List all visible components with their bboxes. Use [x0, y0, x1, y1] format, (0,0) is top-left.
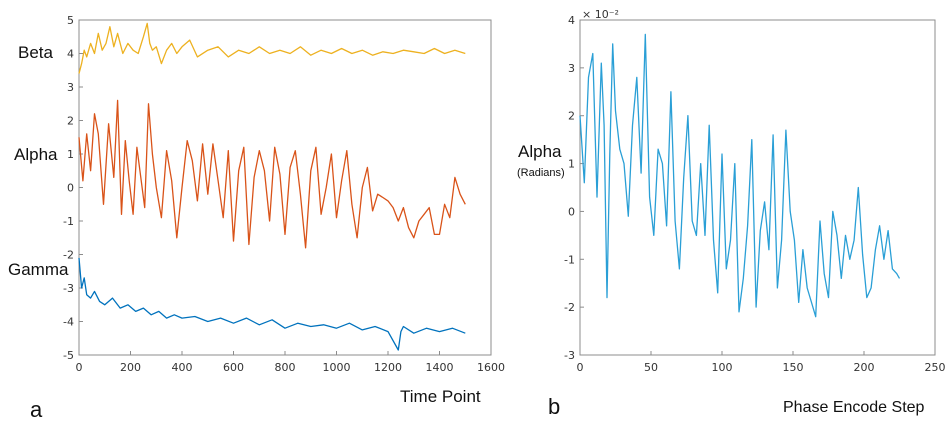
gamma-series-line [78, 257, 466, 351]
panel-b-x-ticks: 0 50 100 150 200 250 [577, 351, 946, 374]
beta-series-label: Beta [18, 43, 54, 62]
y-tick-label: 5 [67, 14, 74, 27]
y-tick-label: -3 [63, 282, 74, 295]
x-tick-label: 150 [783, 361, 804, 374]
y-tick-label: 1 [568, 158, 575, 171]
y-tick-label: -2 [564, 301, 575, 314]
panel-b-plot-area [579, 19, 936, 356]
panel-b-y-scale-factor: × 10⁻² [582, 8, 619, 21]
y-tick-label: 4 [568, 14, 575, 27]
panel-a-letter: a [30, 397, 43, 422]
y-tick-label: 3 [67, 81, 74, 94]
x-tick-label: 1400 [426, 361, 454, 374]
y-tick-label: 0 [67, 182, 74, 195]
panel-b-letter: b [548, 394, 560, 419]
panel-b-x-axis-title: Phase Encode Step [783, 399, 925, 416]
y-tick-label: 3 [568, 62, 575, 75]
panel-b-chart: 0 50 100 150 200 250 4 3 2 1 0 -1 -2 -3 × 10⁻² Alpha… [517, 8, 946, 419]
x-tick-label: 200 [120, 361, 141, 374]
x-tick-label: 50 [644, 361, 658, 374]
alpha-series-line [78, 99, 466, 249]
x-tick-label: 0 [577, 361, 584, 374]
y-tick-label: 4 [67, 48, 74, 61]
panel-a-series [78, 22, 466, 351]
x-tick-label: 400 [172, 361, 193, 374]
x-tick-label: 600 [223, 361, 244, 374]
panel-b-y-axis-subtitle: (Radians) [517, 167, 565, 179]
panel-b-y-ticks: 4 3 2 1 0 -1 -2 -3 [564, 14, 584, 362]
x-tick-label: 100 [712, 361, 733, 374]
y-tick-label: -2 [63, 249, 74, 262]
panel-b-y-axis-title: Alpha [518, 142, 562, 161]
x-tick-label: 1200 [374, 361, 402, 374]
y-tick-label: 1 [67, 148, 74, 161]
panel-b-series [579, 33, 901, 318]
y-tick-label: -5 [63, 349, 74, 362]
y-tick-label: -3 [564, 349, 575, 362]
beta-series-line [78, 22, 466, 74]
panel-a-plot-area [78, 19, 492, 356]
gamma-series-label: Gamma [8, 260, 69, 279]
y-tick-label: 0 [568, 205, 575, 218]
y-tick-label: -1 [63, 215, 74, 228]
x-tick-label: 1000 [323, 361, 351, 374]
alpha-series-label: Alpha [14, 145, 58, 164]
y-tick-label: -1 [564, 253, 575, 266]
panel-a-x-axis-title: Time Point [400, 387, 481, 406]
x-tick-label: 0 [76, 361, 83, 374]
panel-a-x-ticks: 0 200 400 600 800 1000 1200 1400 1600 [76, 351, 505, 374]
y-tick-label: -4 [63, 316, 74, 329]
panel-a-y-ticks: 5 4 3 2 1 0 -1 -2 -3 -4 -5 [63, 14, 83, 362]
x-tick-label: 250 [925, 361, 946, 374]
x-tick-label: 1600 [477, 361, 505, 374]
x-tick-label: 200 [854, 361, 875, 374]
y-tick-label: 2 [67, 115, 74, 128]
x-tick-label: 800 [275, 361, 296, 374]
y-tick-label: 2 [568, 110, 575, 123]
alpha-phase-series-line [579, 33, 901, 318]
panel-a-chart: 0 200 400 600 800 1000 1200 1400 1600 5 4 3 2 1 0 -1 -2… [8, 14, 505, 422]
